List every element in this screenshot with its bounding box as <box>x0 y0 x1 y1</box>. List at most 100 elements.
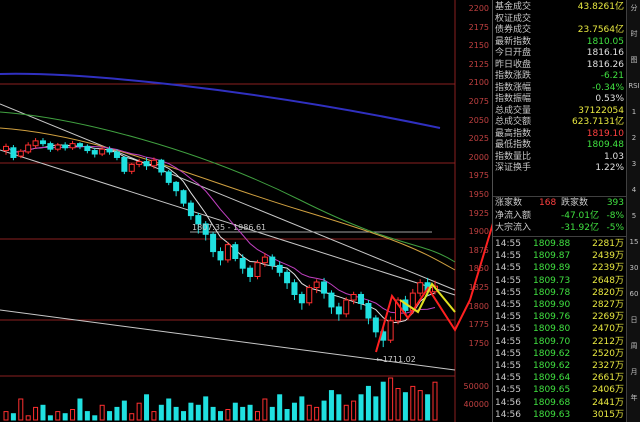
flow-pct: -8% <box>606 211 624 221</box>
period-button[interactable]: 分 <box>630 4 638 12</box>
volume-bar <box>33 406 39 421</box>
price-tick-label: 2100 <box>468 78 489 88</box>
panel-divider <box>493 196 627 197</box>
tick-row: 14:55 1809.80 2470万 <box>493 323 627 336</box>
tick-volume: 2520万 <box>592 348 624 359</box>
tick-row: 14:55 1809.70 2212万 <box>493 336 627 349</box>
tick-price: 1809.63 <box>533 409 571 420</box>
candle-body <box>84 145 91 152</box>
volume-bar <box>181 411 187 421</box>
tick-price: 1809.76 <box>533 312 571 323</box>
period-button[interactable]: 15 <box>629 238 639 246</box>
tick-row: 14:55 1809.64 2661万 <box>493 372 627 385</box>
volume-bar <box>254 411 260 421</box>
candle-body <box>328 292 335 308</box>
period-button[interactable]: 2 <box>631 134 637 142</box>
period-button[interactable]: 1 <box>631 108 637 116</box>
period-button[interactable]: 图 <box>630 56 638 64</box>
volume-tick-label: 40000 <box>463 400 489 409</box>
volume-bar <box>10 413 16 421</box>
volume-bar <box>55 411 61 421</box>
breadth-row: 涨家数 168 跌家数 393 <box>493 198 627 209</box>
tick-row: 14:55 1809.62 2327万 <box>493 360 627 373</box>
candle-body <box>217 251 224 261</box>
tick-volume: 2827万 <box>592 300 624 310</box>
low-annotation: ←1711.02 <box>376 355 416 364</box>
tick-row: 14:56 1809.68 2441万 <box>493 397 627 410</box>
period-button[interactable]: RSI <box>628 82 640 90</box>
stat-label: 指数量比 <box>495 151 532 162</box>
volume-bar <box>203 396 209 421</box>
candle-body <box>173 181 180 192</box>
volume-bar <box>336 394 342 421</box>
volume-bar <box>277 394 283 421</box>
candle-body <box>180 190 187 204</box>
tick-row: 14:55 1809.78 2820万 <box>493 287 627 300</box>
stat-value: 43.8261亿 <box>577 2 624 12</box>
tick-time: 14:55 <box>495 312 521 323</box>
tick-volume: 2239万 <box>592 263 624 274</box>
stat-value: -6.21 <box>600 71 624 81</box>
tick-volume: 2406万 <box>592 385 624 396</box>
candle-body <box>395 299 402 322</box>
tick-row: 14:55 1809.73 2648万 <box>493 275 627 288</box>
ma-blue <box>0 72 441 129</box>
period-button[interactable]: 30 <box>629 264 639 272</box>
flow-pct: -5% <box>606 222 624 233</box>
down-count-value: 393 <box>606 198 624 208</box>
candle-body <box>136 161 143 165</box>
index-info-panel: 基金成交 43.8261亿 权证成交 债券成交 23.7564亿 最新指数 1810.05 今… <box>492 0 627 422</box>
stat-row: 今日开盘 1816.16 <box>493 48 627 59</box>
price-tick-label: 1975 <box>468 171 489 181</box>
candle-body <box>143 161 150 167</box>
tick-price: 1809.62 <box>533 361 571 371</box>
tick-price: 1809.90 <box>533 300 571 310</box>
candle-body <box>150 159 157 167</box>
trend-line-mid <box>0 149 456 296</box>
candle-body <box>210 233 217 253</box>
period-button[interactable]: 5 <box>631 212 637 220</box>
volume-bar <box>291 402 297 421</box>
price-tick-label: 2000 <box>468 152 489 162</box>
period-button[interactable]: 月 <box>630 368 638 376</box>
tick-price: 1809.62 <box>533 348 571 359</box>
candle-body <box>298 293 305 304</box>
volume-bar <box>314 406 320 421</box>
stat-row: 指数涨跌 -6.21 <box>493 71 627 82</box>
kline-chart[interactable]: 1807.35 - 1986.61 ←1711.02 <box>0 0 492 422</box>
period-button[interactable]: 年 <box>630 394 638 402</box>
stat-row: 总成交额 623.7131亿 <box>493 117 627 128</box>
volume-bar <box>306 404 312 421</box>
volume-bar <box>129 413 135 421</box>
period-sidebar[interactable]: 分时图 RSI 1 2 3 4 5 15 30 60 日周月年 <box>626 0 640 422</box>
volume-bar <box>373 396 379 421</box>
tick-volume: 2439万 <box>592 251 624 262</box>
stat-label: 深证换手 <box>495 163 532 173</box>
volume-bar <box>269 406 275 421</box>
volume-bar <box>380 381 386 421</box>
candle-body <box>232 244 239 260</box>
candle-body <box>121 156 128 172</box>
up-count-label: 涨家数 <box>495 198 523 208</box>
volume-bar <box>410 385 416 421</box>
period-button[interactable]: 4 <box>631 186 637 194</box>
candle-body <box>387 320 394 341</box>
period-button[interactable]: 日 <box>630 316 638 324</box>
volume-bar <box>284 409 290 421</box>
period-button[interactable]: 时 <box>630 30 638 38</box>
volume-bar <box>188 402 194 421</box>
tick-price: 1809.87 <box>533 251 571 262</box>
period-button[interactable]: 60 <box>629 290 639 298</box>
volume-bar <box>432 381 438 421</box>
candle-body <box>25 144 32 153</box>
volume-bar <box>210 406 216 421</box>
candle-body <box>3 145 9 152</box>
ma-gold <box>0 127 456 271</box>
candle-body <box>69 143 76 149</box>
period-button[interactable]: 3 <box>631 160 637 168</box>
period-button[interactable]: 周 <box>630 342 638 350</box>
stat-value: 0.53% <box>595 94 624 104</box>
stat-value: 1809.48 <box>586 140 624 150</box>
tick-price: 1809.70 <box>533 336 571 347</box>
volume-bar <box>425 394 431 421</box>
